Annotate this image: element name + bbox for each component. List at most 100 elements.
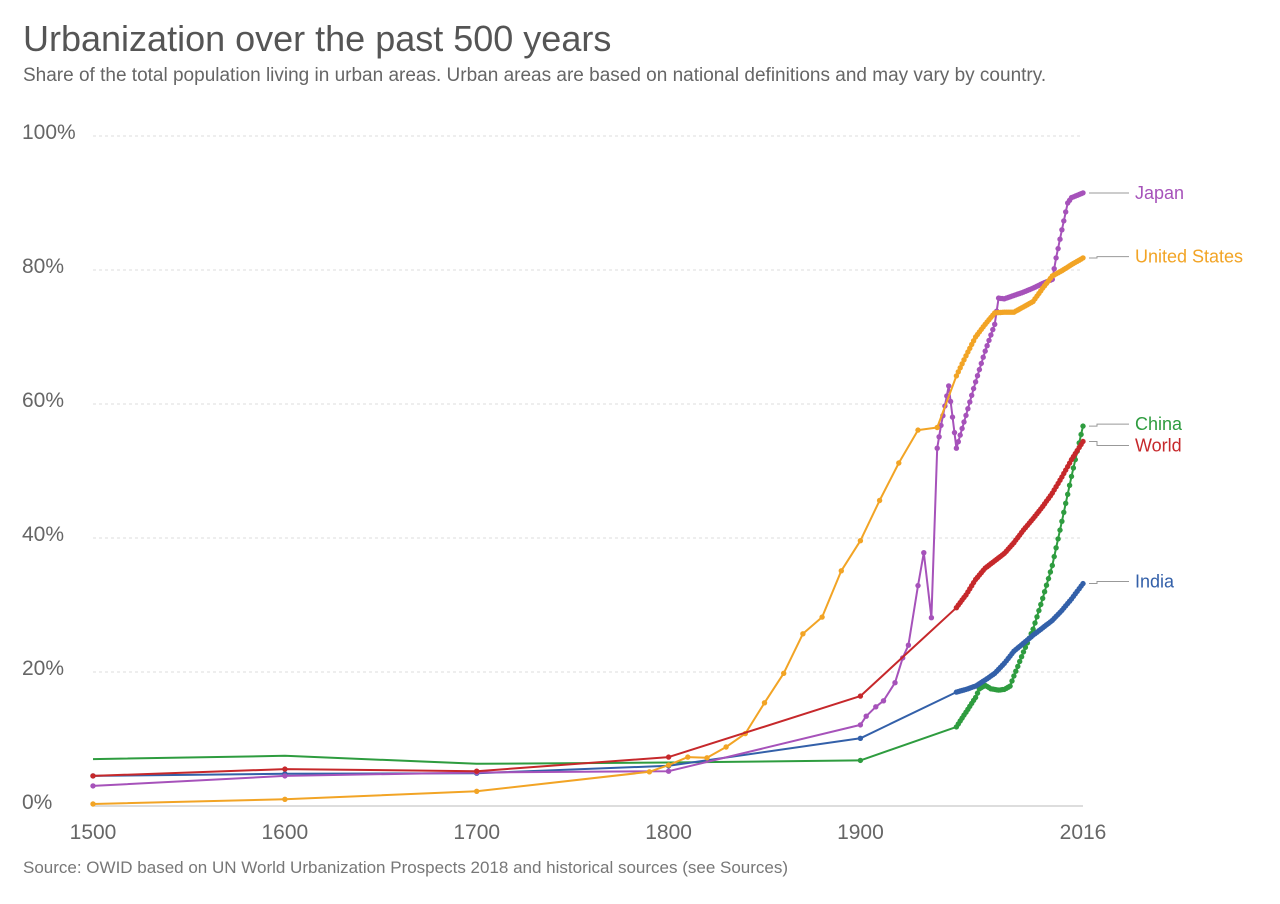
data-point-japan-1941 [936, 434, 942, 440]
data-point-japan-1967 [986, 337, 992, 344]
data-point-united-states-1600 [282, 796, 288, 802]
data-point-united-states-1953 [959, 361, 965, 367]
x-tick-label-1800: 1800 [645, 821, 692, 844]
data-point-japan-1933 [921, 550, 927, 556]
data-point-united-states-1810 [685, 754, 691, 760]
data-point-united-states-1790 [646, 769, 653, 775]
data-point-japan-1970 [992, 321, 998, 327]
data-point-japan-1948 [949, 414, 956, 420]
data-point-china-1991 [1032, 620, 1038, 626]
data-point-united-states-1500 [90, 801, 96, 807]
data-point-japan-1937 [928, 615, 935, 621]
data-point-japan-1966 [984, 343, 990, 349]
series-label-china: China [1135, 414, 1183, 434]
data-point-japan-1940 [934, 445, 940, 451]
data-point-japan-1963 [978, 360, 984, 367]
data-point-united-states-1951 [955, 369, 961, 375]
series-label-world: World [1135, 436, 1182, 456]
series-united-states [90, 255, 1086, 807]
x-tick-label-2016: 2016 [1060, 821, 1107, 844]
data-point-united-states-1880 [819, 614, 825, 620]
series-india [90, 580, 1086, 779]
data-point-japan-1951 [955, 439, 961, 445]
end-label-connector-india [1089, 581, 1129, 585]
data-point-china-1984 [1018, 654, 1025, 660]
y-tick-label-0: 0% [22, 791, 52, 814]
data-point-china-1980 [1011, 673, 1017, 679]
data-point-china-1993 [1036, 607, 1042, 614]
data-point-china-1960 [972, 694, 979, 701]
data-point-china-2002 [1053, 545, 1059, 551]
data-point-china-1900 [857, 757, 864, 764]
data-point-japan-1956 [965, 406, 971, 412]
data-point-japan-1946 [946, 383, 952, 389]
series-japan [90, 190, 1086, 789]
data-point-united-states-1900 [857, 538, 864, 544]
y-tick-label-20: 20% [22, 657, 64, 680]
data-point-china-1990 [1030, 626, 1036, 632]
data-point-japan-1957 [967, 399, 973, 405]
data-point-japan-1908 [873, 704, 879, 710]
data-point-japan-2016 [1080, 190, 1086, 196]
data-point-world-1500 [90, 773, 96, 779]
data-point-china-2006 [1061, 509, 1067, 515]
data-point-japan-2004 [1057, 236, 1063, 242]
data-point-china-1995 [1040, 595, 1046, 601]
data-point-japan-1965 [982, 348, 988, 354]
y-tick-label-40: 40% [22, 523, 64, 546]
data-point-japan-1959 [970, 385, 977, 392]
data-point-india-1900 [857, 735, 864, 741]
data-point-united-states-1910 [876, 497, 883, 504]
data-point-china-1985 [1020, 649, 1027, 655]
end-label-connector-united-states [1089, 256, 1129, 259]
data-point-japan-1962 [976, 366, 983, 373]
data-point-japan-1800 [665, 768, 672, 774]
data-point-china-2011 [1070, 465, 1077, 471]
data-point-china-1999 [1047, 569, 1054, 575]
data-point-china-2003 [1055, 536, 1061, 542]
data-point-japan-1903 [863, 713, 869, 719]
data-point-world-1900 [857, 693, 864, 699]
data-point-japan-1964 [980, 354, 986, 360]
series-line-japan [92, 191, 1084, 787]
data-point-china-1978 [1007, 683, 1013, 689]
data-point-japan-2007 [1063, 209, 1069, 215]
data-point-japan-1952 [957, 432, 963, 438]
data-point-japan-1969 [990, 326, 996, 333]
y-tick-label-60: 60% [22, 389, 64, 412]
data-point-united-states-1860 [781, 670, 787, 676]
data-point-japan-1500 [90, 783, 96, 789]
data-point-japan-2006 [1061, 218, 1067, 224]
data-point-japan-2002 [1053, 255, 1059, 261]
data-point-japan-1960 [972, 379, 979, 385]
data-point-japan-1961 [974, 373, 981, 379]
data-point-world-1700 [474, 768, 480, 774]
data-point-united-states-1954 [961, 357, 967, 363]
data-point-china-1982 [1015, 663, 1021, 670]
data-point-world-1600 [282, 766, 288, 772]
data-point-japan-1925 [905, 642, 912, 648]
source-note: Source: OWID based on UN World Urbanizat… [23, 858, 789, 877]
data-point-china-1994 [1038, 601, 1044, 608]
data-point-japan-1900 [857, 722, 864, 728]
data-point-japan-2001 [1051, 266, 1057, 272]
data-point-united-states-1830 [723, 744, 729, 750]
data-point-japan-1600 [282, 773, 288, 779]
x-tick-label-1500: 1500 [70, 821, 117, 844]
data-point-united-states-1952 [957, 365, 963, 371]
data-point-japan-1953 [959, 425, 965, 432]
chart-subtitle: Share of the total population living in … [23, 65, 1047, 86]
data-point-china-1986 [1022, 644, 1029, 650]
data-point-japan-2003 [1055, 245, 1061, 252]
data-point-china-1996 [1041, 589, 1048, 595]
end-label-connector-world [1089, 441, 1129, 447]
data-point-japan-1949 [951, 429, 958, 436]
data-point-japan-1954 [961, 419, 967, 425]
data-point-china-2001 [1051, 553, 1057, 560]
data-point-united-states-1930 [915, 427, 921, 433]
end-label-connector-china [1089, 423, 1129, 427]
data-point-united-states-1920 [896, 460, 902, 466]
chart-title: Urbanization over the past 500 years [23, 18, 612, 59]
data-point-japan-1918 [892, 680, 898, 686]
data-point-united-states-1870 [800, 631, 806, 637]
